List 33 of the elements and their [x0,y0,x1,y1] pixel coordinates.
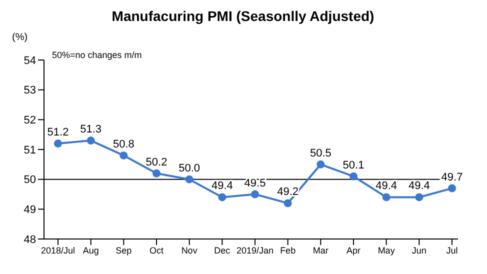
data-label: 51.3 [80,124,102,136]
y-tick-label: 48 [24,234,36,246]
x-tick-label: Jul [446,245,458,256]
chart-title: Manufacuring PMI (Seasonlly Adjusted) [110,8,376,26]
x-tick-label: Feb [280,245,296,256]
x-tick-label: 2019/Jan [236,245,274,256]
y-tick-label: 54 [24,54,36,67]
x-tick-label: Dec [214,245,231,256]
x-tick-label: May [378,245,396,256]
x-tick-label: Oct [149,245,164,256]
x-tick-label: Nov [181,245,198,256]
y-tick-label: 51 [24,144,36,156]
data-label: 49.4 [211,180,233,192]
data-label: 50.8 [112,138,134,150]
y-axis-title: (%) [12,32,28,43]
x-tick-label: Mar [312,245,328,256]
x-tick-label: Jun [412,245,426,256]
x-tick-label: 2018/Jul [40,245,76,256]
data-label: 50.5 [310,147,332,160]
y-tick-label: 49 [24,204,36,216]
text: 50%=no changes m/m [52,50,142,60]
y-tick-label: 53 [24,84,36,97]
y-tick-label: 52 [24,114,36,127]
data-label: 50.0 [178,162,200,174]
x-tick-label: Sep [116,245,132,256]
data-label: 51.2 [47,126,69,139]
data-label: 49.4 [376,180,398,192]
data-label: 50.2 [146,156,168,168]
y-tick-label: 50 [24,174,36,186]
data-label: 50.1 [342,159,364,172]
data-label: 49.4 [408,180,430,192]
x-tick-label: Apr [346,245,361,256]
x-tick-label: Aug [82,245,99,256]
